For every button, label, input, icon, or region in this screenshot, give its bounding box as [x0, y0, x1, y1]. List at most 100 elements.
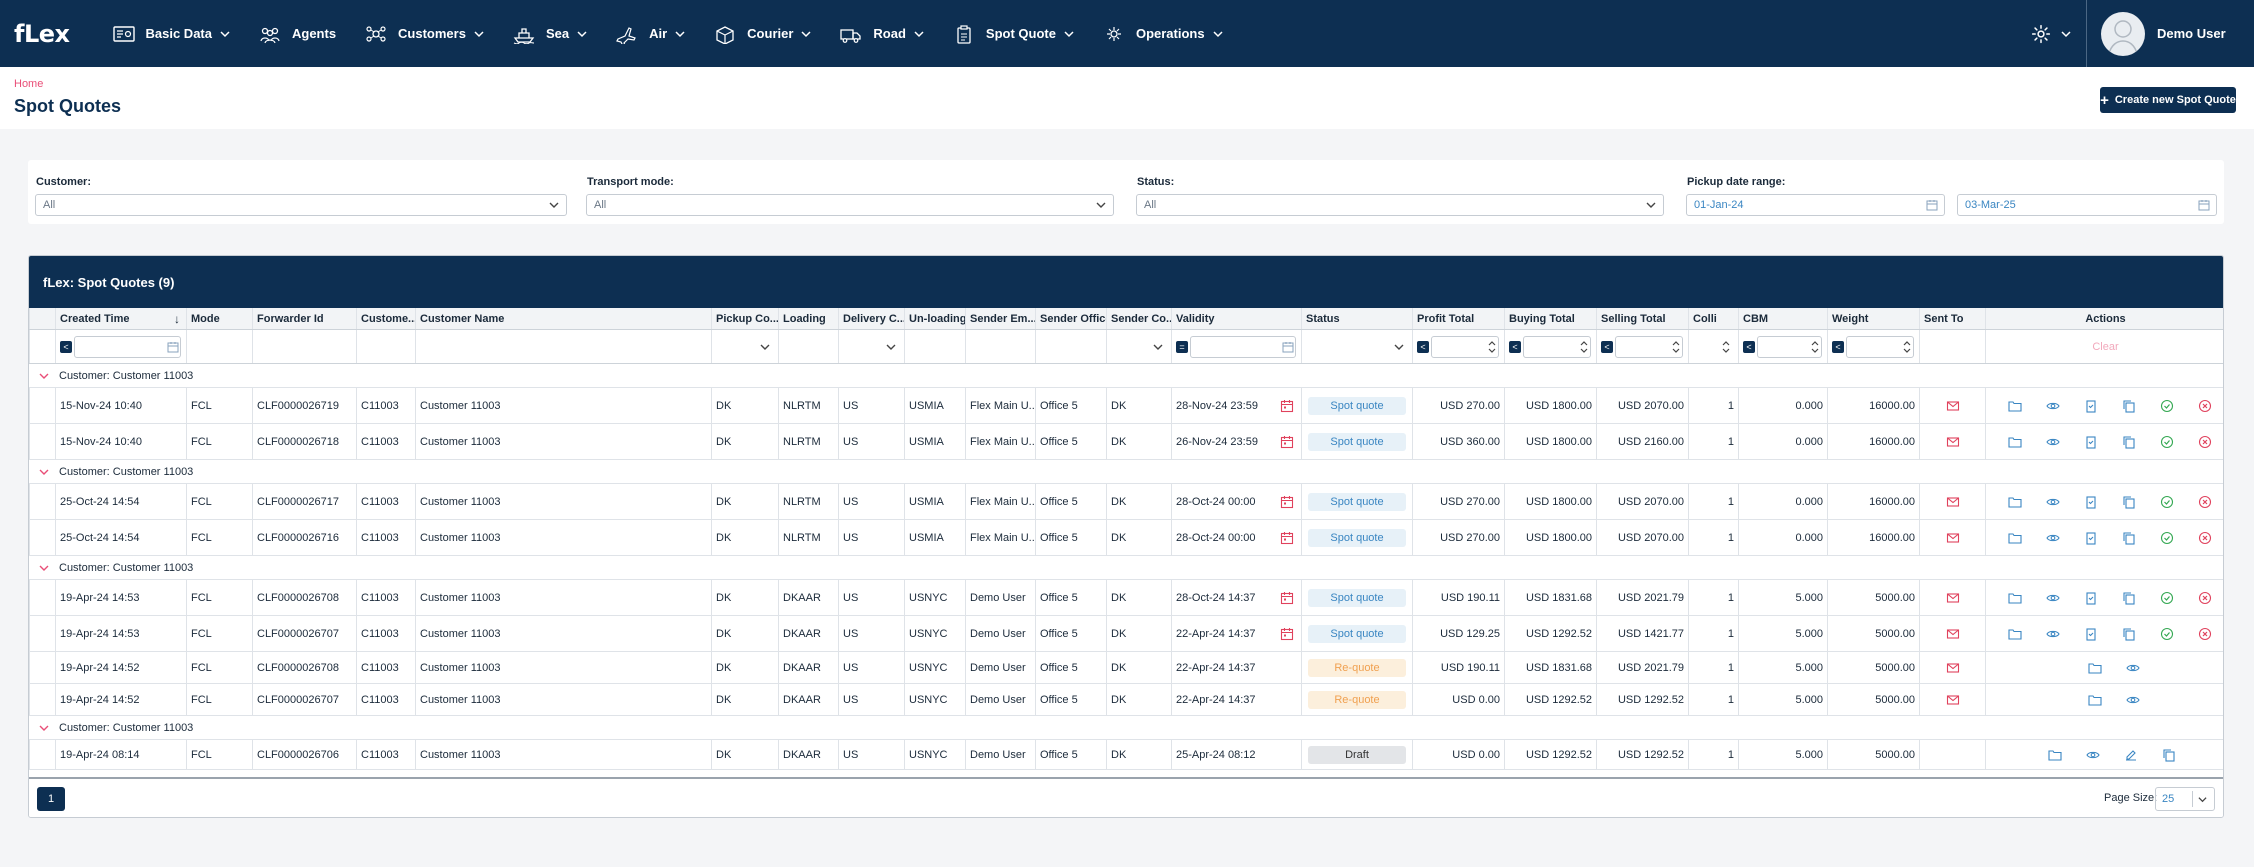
clear-filters-button[interactable]: Clear — [2092, 340, 2119, 353]
transport-mode-select[interactable]: All — [586, 194, 1114, 216]
table-row[interactable]: 19-Apr-24 08:14 FCL CLF0000026706 C11003 Cus… — [29, 740, 2223, 770]
reject-icon[interactable] — [2198, 495, 2212, 509]
edit-icon[interactable] — [2124, 748, 2138, 762]
calendar-icon[interactable] — [1280, 399, 1294, 413]
mail-icon[interactable] — [1946, 693, 1960, 707]
column-header-colli[interactable]: Colli — [1688, 308, 1738, 329]
nav-item-sea[interactable]: Sea — [498, 0, 601, 67]
stepper-icon[interactable] — [1671, 338, 1681, 356]
table-row[interactable]: 15-Nov-24 10:40 FCL CLF0000026718 C11003 Cus… — [29, 424, 2223, 460]
filter-operator-button[interactable]: < — [60, 341, 72, 353]
table-row[interactable]: 25-Oct-24 14:54 FCL CLF0000026717 C11003 Cus… — [29, 484, 2223, 520]
created-filter-input[interactable] — [74, 336, 181, 358]
calendar-icon[interactable] — [2198, 199, 2210, 211]
copy-icon[interactable] — [2122, 399, 2136, 413]
pickup-from-input[interactable]: 01-Jan-24 — [1686, 194, 1945, 216]
copy-icon[interactable] — [2122, 591, 2136, 605]
column-header-sender_co[interactable]: Sender Co... — [1106, 308, 1171, 329]
nav-item-spot-quote[interactable]: Spot Quote — [938, 0, 1088, 67]
weight-filter-input[interactable] — [1846, 336, 1914, 358]
mail-icon[interactable] — [1946, 661, 1960, 675]
customer-filter-select[interactable]: All — [35, 194, 567, 216]
calendar-icon[interactable] — [1280, 495, 1294, 509]
folder-icon[interactable] — [2008, 531, 2022, 545]
folder-icon[interactable] — [2008, 399, 2022, 413]
reject-icon[interactable] — [2198, 435, 2212, 449]
filter-operator-button[interactable]: < — [1509, 341, 1521, 353]
column-header-actions[interactable]: Actions — [1985, 308, 2223, 329]
reject-icon[interactable] — [2198, 627, 2212, 641]
status-filter-select[interactable]: All — [1136, 194, 1664, 216]
nav-item-road[interactable]: Road — [825, 0, 938, 67]
calendar-icon[interactable] — [1282, 341, 1294, 353]
column-header-loading[interactable]: Loading — [778, 308, 838, 329]
table-row[interactable]: 15-Nov-24 10:40 FCL CLF0000026719 C11003 Cus… — [29, 388, 2223, 424]
mail-icon[interactable] — [1946, 495, 1960, 509]
sort-desc-icon[interactable]: ↓ — [174, 311, 180, 326]
chevron-down-icon[interactable] — [1394, 342, 1404, 355]
group-row[interactable]: Customer: Customer 11003 — [29, 364, 2223, 388]
reject-icon[interactable] — [2198, 531, 2212, 545]
folder-icon[interactable] — [2048, 748, 2062, 762]
folder-icon[interactable] — [2008, 591, 2022, 605]
accept-icon[interactable] — [2160, 495, 2174, 509]
mail-icon[interactable] — [1946, 435, 1960, 449]
nav-item-basic-data[interactable]: Basic Data — [98, 0, 244, 67]
create-spot-quote-button[interactable]: + Create new Spot Quote — [2100, 87, 2236, 113]
chevron-down-icon[interactable] — [39, 563, 49, 573]
nav-item-courier[interactable]: Courier — [699, 0, 825, 67]
approve-clipboard-icon[interactable] — [2084, 435, 2098, 449]
mail-icon[interactable] — [1946, 531, 1960, 545]
column-header-fwd[interactable]: Forwarder Id — [252, 308, 356, 329]
accept-icon[interactable] — [2160, 627, 2174, 641]
group-row[interactable]: Customer: Customer 11003 — [29, 716, 2223, 740]
app-logo[interactable]: fLex — [14, 19, 70, 48]
page-button[interactable]: 1 — [37, 787, 65, 811]
copy-icon[interactable] — [2122, 627, 2136, 641]
stepper-icon[interactable] — [1579, 338, 1589, 356]
nav-item-air[interactable]: Air — [601, 0, 699, 67]
approve-clipboard-icon[interactable] — [2084, 531, 2098, 545]
buying-filter-input[interactable] — [1523, 336, 1591, 358]
view-icon[interactable] — [2046, 591, 2060, 605]
column-header-cbm[interactable]: CBM — [1738, 308, 1827, 329]
profit-filter-input[interactable] — [1431, 336, 1499, 358]
approve-clipboard-icon[interactable] — [2084, 627, 2098, 641]
pickup-to-input[interactable]: 03-Mar-25 — [1957, 194, 2217, 216]
chevron-down-icon[interactable] — [39, 467, 49, 477]
copy-icon[interactable] — [2122, 495, 2136, 509]
stepper-icon[interactable] — [1902, 338, 1912, 356]
accept-icon[interactable] — [2160, 531, 2174, 545]
filter-operator-button[interactable]: < — [1601, 341, 1613, 353]
mail-icon[interactable] — [1946, 399, 1960, 413]
column-header-unloading[interactable]: Un-loading — [904, 308, 965, 329]
chevron-down-icon[interactable] — [39, 371, 49, 381]
view-icon[interactable] — [2126, 693, 2140, 707]
chevron-down-icon[interactable] — [1153, 342, 1163, 355]
filter-operator-button[interactable]: < — [1832, 341, 1844, 353]
selling-filter-input[interactable] — [1615, 336, 1683, 358]
accept-icon[interactable] — [2160, 435, 2174, 449]
calendar-icon[interactable] — [1280, 627, 1294, 641]
folder-icon[interactable] — [2008, 627, 2022, 641]
accept-icon[interactable] — [2160, 591, 2174, 605]
column-header-buying[interactable]: Buying Total — [1504, 308, 1596, 329]
approve-clipboard-icon[interactable] — [2084, 495, 2098, 509]
mail-icon[interactable] — [1946, 591, 1960, 605]
view-icon[interactable] — [2046, 495, 2060, 509]
view-icon[interactable] — [2046, 399, 2060, 413]
filter-operator-button[interactable]: = — [1176, 341, 1188, 353]
table-row[interactable]: 19-Apr-24 14:52 FCL CLF0000026707 C11003 Cus… — [29, 684, 2223, 716]
calendar-icon[interactable] — [1280, 435, 1294, 449]
column-header-name[interactable]: Customer Name — [415, 308, 711, 329]
column-header-profit[interactable]: Profit Total — [1412, 308, 1504, 329]
reject-icon[interactable] — [2198, 399, 2212, 413]
group-row[interactable]: Customer: Customer 11003 — [29, 460, 2223, 484]
nav-item-customers[interactable]: Customers — [350, 0, 498, 67]
column-header-sent[interactable]: Sent To — [1919, 308, 1985, 329]
column-header-weight[interactable]: Weight — [1827, 308, 1919, 329]
view-icon[interactable] — [2046, 531, 2060, 545]
mail-icon[interactable] — [1946, 627, 1960, 641]
breadcrumb[interactable]: Home — [14, 78, 44, 90]
table-row[interactable]: 19-Apr-24 14:53 FCL CLF0000026707 C11003 Cus… — [29, 616, 2223, 652]
